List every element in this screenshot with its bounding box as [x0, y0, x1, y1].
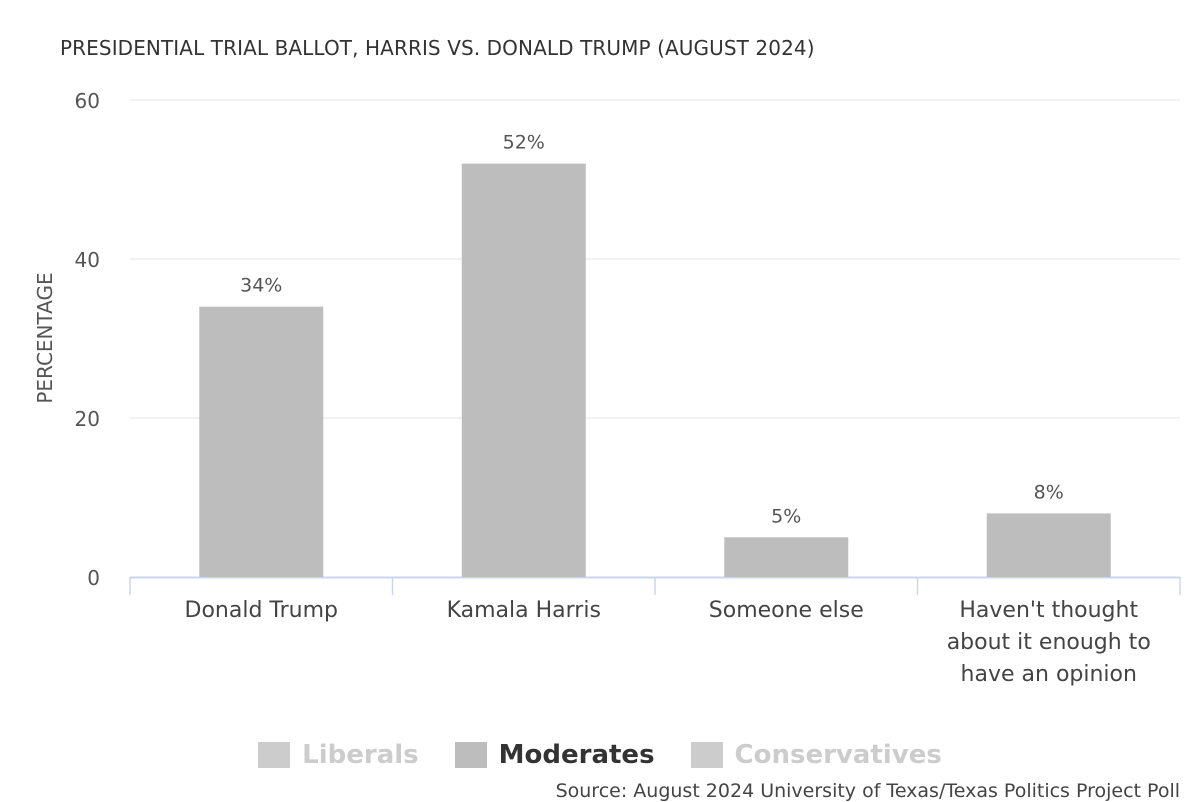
data-label: 5%	[771, 505, 801, 527]
x-tick-label: Kamala Harris	[447, 598, 601, 623]
y-tick-label: 60	[75, 89, 100, 113]
legend-label-moderates: Moderates	[498, 740, 655, 770]
y-axis-title: PERCENTAGE	[33, 272, 57, 403]
legend-swatch-moderates	[454, 742, 487, 768]
legend-label-liberals: Liberals	[302, 740, 419, 770]
x-tick-label: Donald Trump	[185, 598, 338, 623]
legend-item-conservatives[interactable]: Conservatives	[690, 740, 942, 770]
chart-source-credit: Source: August 2024 University of Texas/…	[555, 780, 1180, 802]
y-tick-label: 40	[75, 248, 100, 272]
x-tick-label: Someone else	[709, 598, 864, 623]
data-label: 52%	[503, 132, 545, 154]
data-label: 8%	[1034, 481, 1064, 503]
y-tick-label: 0	[87, 566, 100, 590]
bar-4	[986, 513, 1111, 577]
bar-1	[199, 306, 324, 577]
legend-item-moderates[interactable]: Moderates	[454, 740, 655, 770]
legend-swatch-liberals	[258, 742, 291, 768]
x-tick-label: Haven't thought about it enough to have an…	[947, 598, 1151, 687]
data-label: 34%	[240, 275, 282, 297]
legend-label-conservatives: Conservatives	[734, 740, 942, 770]
chart-legend: Liberals Moderates Conservatives	[0, 740, 1200, 770]
chart-title: PRESIDENTIAL TRIAL BALLOT, HARRIS VS. DO…	[60, 36, 815, 60]
bar-3	[724, 537, 849, 577]
y-tick-label: 20	[75, 407, 100, 431]
legend-item-liberals[interactable]: Liberals	[258, 740, 419, 770]
legend-swatch-conservatives	[690, 742, 723, 768]
bar-2	[461, 163, 586, 577]
